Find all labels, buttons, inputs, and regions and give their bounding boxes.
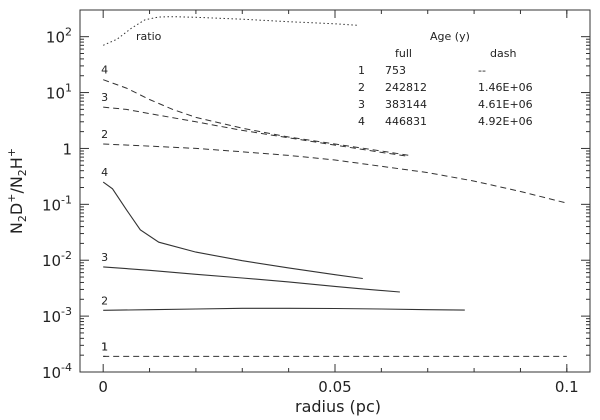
x-tick-label: 0.05: [318, 378, 351, 396]
curve-label-dashed-3: 3: [101, 91, 108, 104]
curve-label-solid-1: 1: [101, 340, 108, 353]
curve-label-solid-3: 3: [101, 251, 108, 264]
series-solid-2: [103, 307, 465, 311]
age-table-header-dash: dash: [490, 47, 516, 60]
age-table-row-full: 753: [385, 64, 406, 77]
curve-label-dashed-1: 1: [101, 340, 108, 353]
curve-label-solid-2: 2: [101, 294, 108, 307]
curve-label-dashed-4: 4: [101, 64, 108, 77]
x-tick-label: 0: [98, 378, 108, 396]
age-table-row-dash: 1.46E+06: [478, 81, 533, 94]
age-table-row-id: 2: [358, 81, 365, 94]
curve-label-dashed-2: 2: [101, 128, 108, 141]
age-table-row-id: 4: [358, 115, 365, 128]
y-tick-label: 1: [62, 140, 72, 158]
series-dashed-2: [103, 143, 567, 204]
age-table-row-dash: 4.61E+06: [478, 98, 533, 111]
age-table-row-dash: 4.92E+06: [478, 115, 533, 128]
x-tick-label: 0.1: [555, 378, 579, 396]
series-solid-3: [103, 266, 400, 293]
series-solid-4: [102, 181, 363, 280]
age-table-row-full: 242812: [385, 81, 427, 94]
y-tick-label: 10-2: [42, 249, 72, 270]
series-dashed-4: [103, 79, 410, 156]
x-axis: 0 0.05 0.1: [98, 10, 579, 396]
age-table-row-id: 3: [358, 98, 365, 111]
age-table-title: Age (y): [430, 30, 470, 43]
age-table-row-full: 446831: [385, 115, 427, 128]
series-dashed-3: [103, 106, 410, 157]
x-axis-title: radius (pc): [295, 397, 381, 416]
y-axis-title: N2D+/N2H+: [5, 148, 29, 234]
ratio-annotation: ratio: [136, 30, 162, 43]
series-layer: [102, 16, 567, 357]
y-tick-label: 102: [46, 26, 72, 47]
y-tick-label: 10-4: [42, 361, 72, 382]
curve-label-solid-4: 4: [101, 166, 108, 179]
y-tick-label: 10-3: [42, 305, 72, 326]
y-tick-label: 10-1: [42, 193, 72, 214]
plot-frame: [79, 9, 591, 373]
age-table-row-id: 1: [358, 64, 365, 77]
y-tick-label: 101: [46, 82, 72, 103]
series-dotted-ratio: [102, 16, 359, 46]
age-table-header-full: full: [395, 47, 412, 60]
age-table-row-dash: --: [478, 64, 486, 77]
y-axis: 10-4 10-3 10-2 10-1 1 101 102: [42, 26, 590, 382]
age-table: Age (y) full dash 1 753 -- 2 242812 1.46E+06 3…: [358, 30, 533, 128]
age-table-row-full: 383144: [385, 98, 427, 111]
